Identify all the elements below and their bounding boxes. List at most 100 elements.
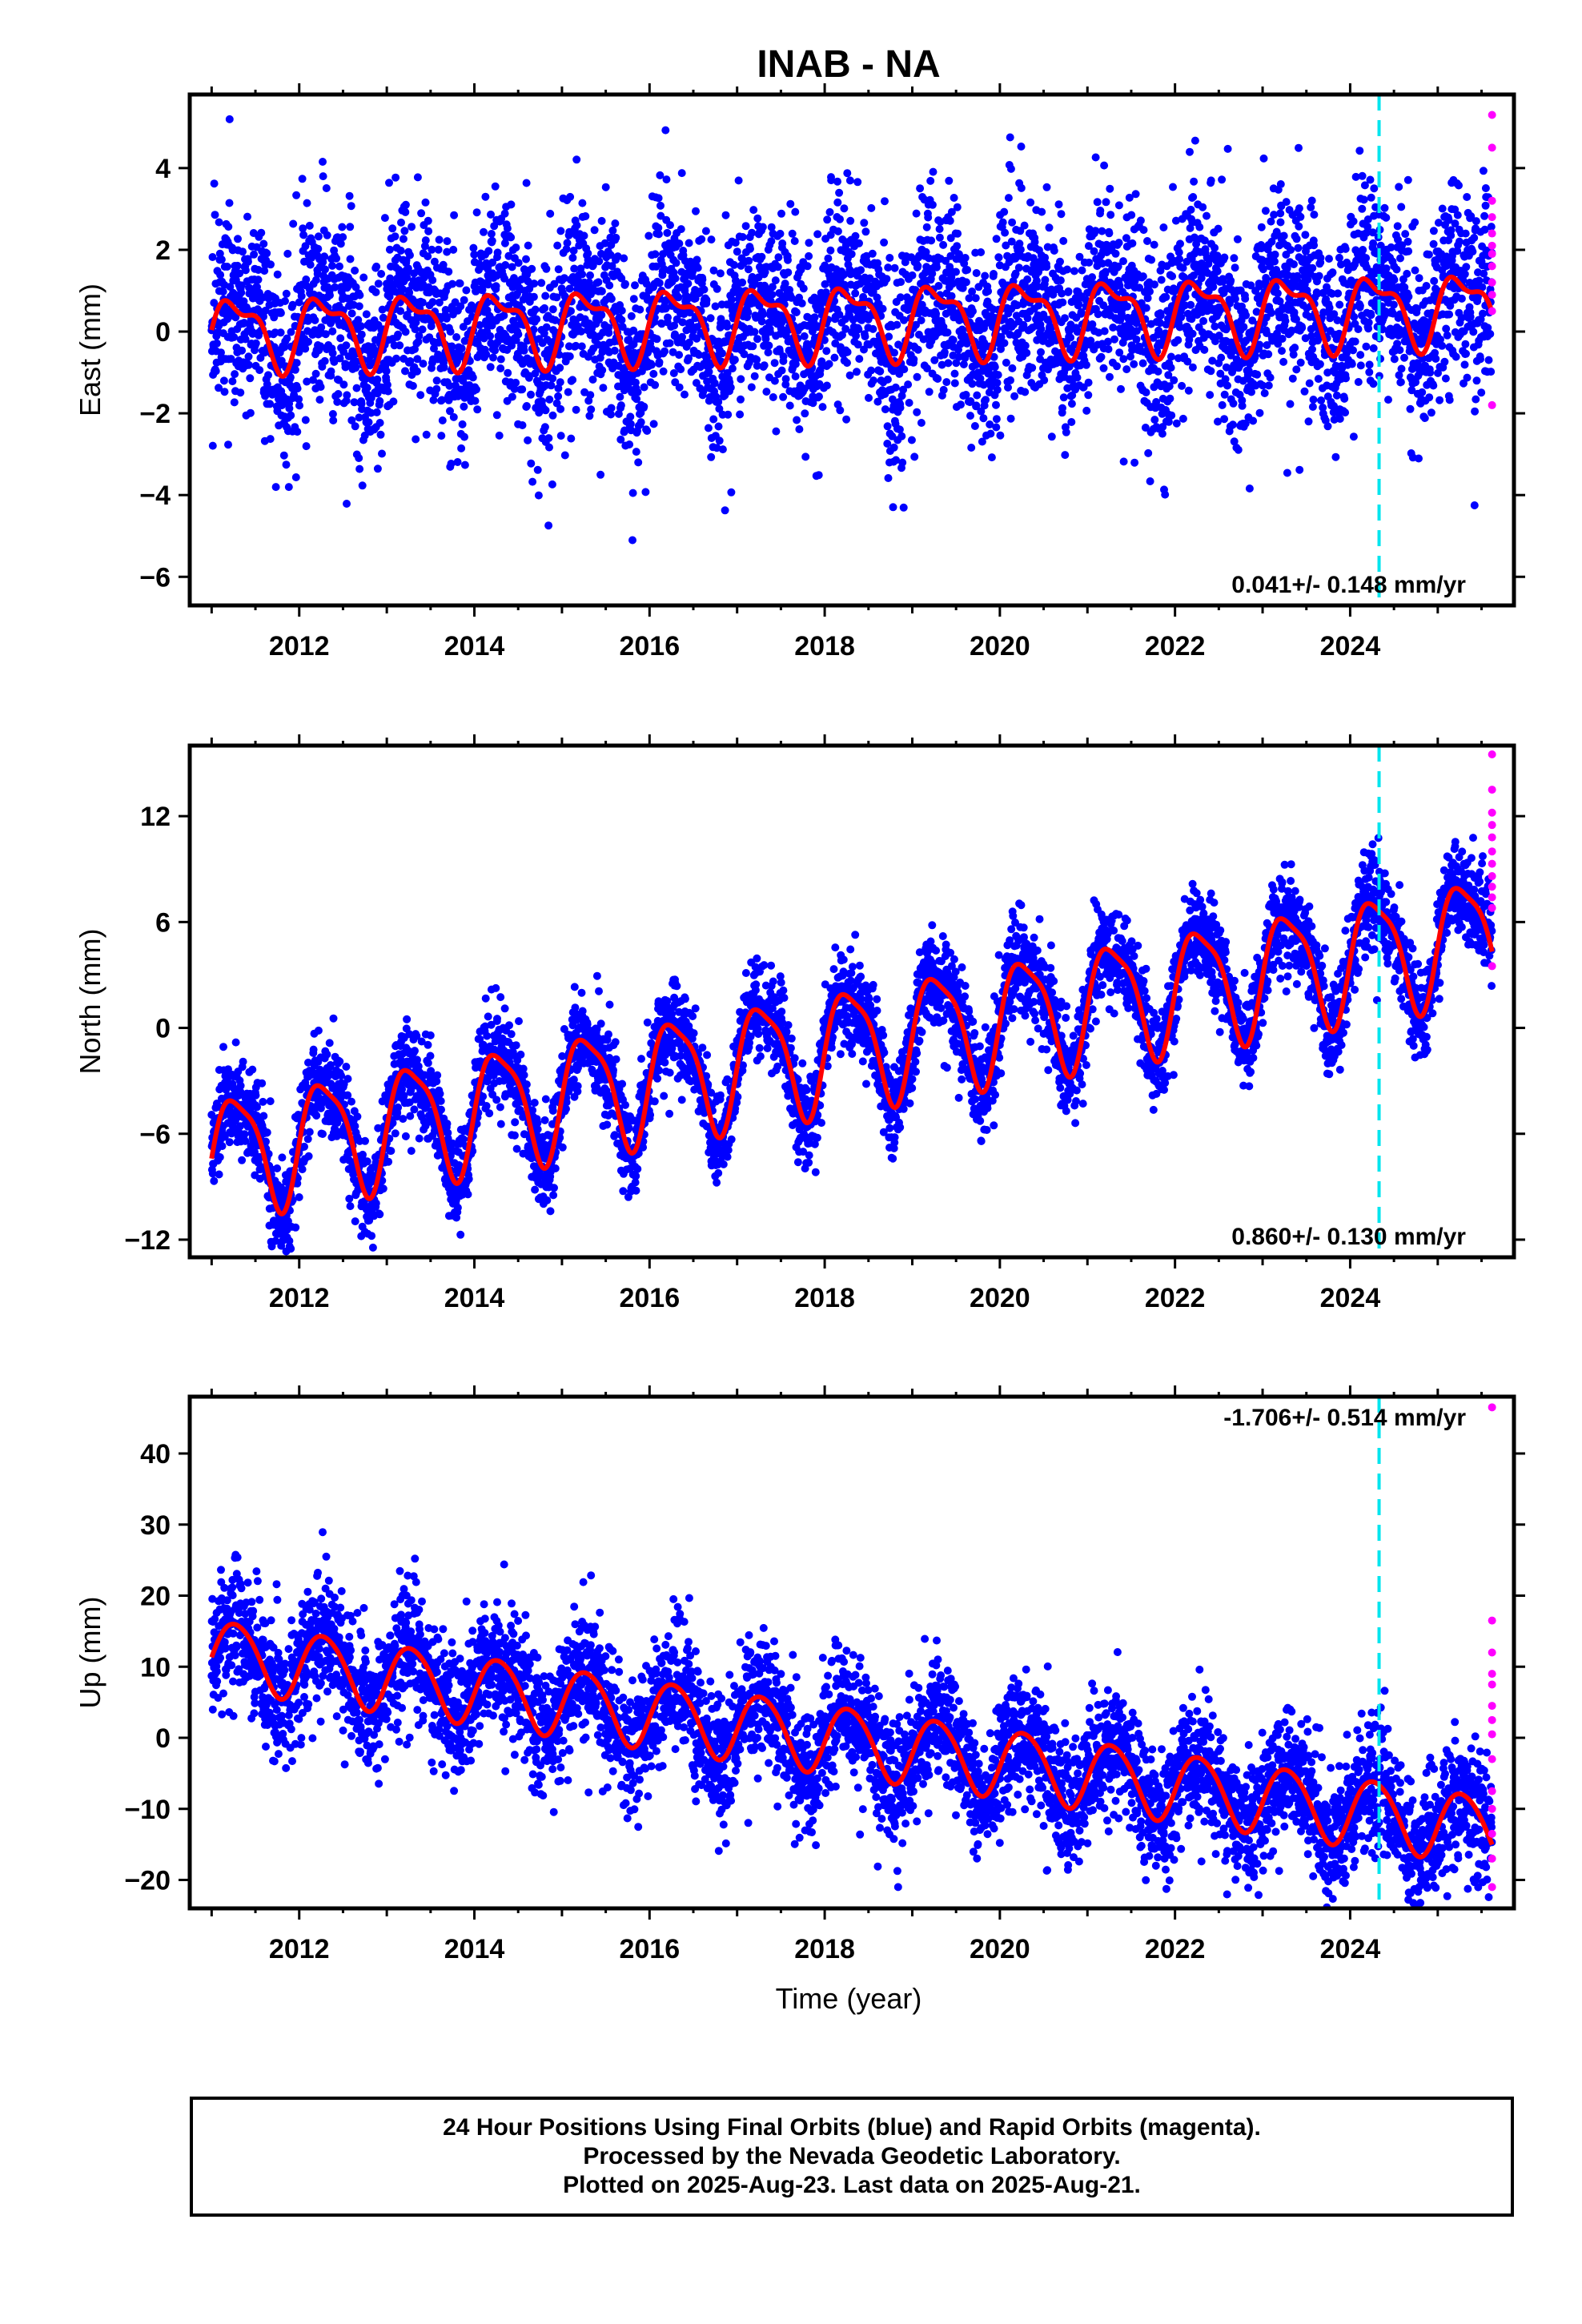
rapid-orbit-point [1488, 213, 1496, 222]
y-tick-label: 12 [140, 802, 171, 832]
rapid-orbit-point [1488, 1730, 1496, 1739]
rapid-orbit-points [1488, 1403, 1496, 1892]
x-tick-label: 2022 [1145, 1283, 1206, 1313]
x-tick-label: 2012 [269, 1283, 330, 1313]
rapid-orbit-point [1488, 1755, 1496, 1763]
y-tick-label: −6 [139, 562, 171, 593]
final-orbit-points [207, 1528, 1496, 1908]
rapid-orbit-point [1488, 1702, 1496, 1711]
rapid-orbit-point [1488, 1883, 1496, 1892]
y-tick-label: 30 [140, 1510, 171, 1541]
rapid-orbit-point [1488, 229, 1496, 238]
rapid-orbit-point [1488, 859, 1496, 868]
rapid-orbit-point [1488, 307, 1496, 316]
rapid-orbit-point [1488, 893, 1496, 902]
y-axis-label: Up (mm) [74, 1597, 106, 1709]
rapid-orbit-point [1488, 1787, 1496, 1795]
y-tick-label: 10 [140, 1652, 171, 1683]
final-orbit-points [207, 115, 1496, 545]
panel-north: 2012 2014 2016 2018 2020 2022 2024 12 6 0 −6 −12 Nor… [74, 734, 1525, 1313]
rapid-orbit-point [1488, 750, 1496, 759]
y-tick-label: 2 [155, 235, 171, 266]
x-axis-label: Time (year) [776, 1982, 922, 2015]
rapid-orbit-point [1488, 1670, 1496, 1679]
x-tick-label: 2016 [619, 631, 680, 661]
x-tick-label: 2012 [269, 631, 330, 661]
x-tick-label: 2012 [269, 1934, 330, 1964]
y-tick-label: 4 [155, 154, 171, 184]
model-fit-line [209, 274, 1495, 380]
rapid-orbit-points [1488, 750, 1496, 971]
rapid-orbit-point [1488, 291, 1496, 300]
y-tick-label: −6 [139, 1120, 171, 1150]
y-tick-label: 0 [155, 1723, 171, 1754]
rapid-orbit-point [1488, 111, 1496, 119]
rapid-orbit-point [1488, 962, 1496, 971]
rapid-orbit-point [1488, 786, 1496, 794]
y-tick-label: −4 [139, 480, 171, 511]
plot-frame [187, 743, 1516, 1260]
y-tick-label: −20 [124, 1866, 171, 1896]
x-tick-label: 2016 [619, 1934, 680, 1964]
rapid-orbit-point [1488, 278, 1496, 287]
x-tick-label: 2024 [1320, 631, 1381, 661]
rapid-orbit-point [1488, 262, 1496, 271]
x-tick-label: 2018 [794, 1934, 855, 1964]
rapid-orbit-point [1488, 400, 1496, 409]
rapid-orbit-point [1488, 1403, 1496, 1412]
x-tick-label: 2016 [619, 1283, 680, 1313]
y-tick-label: 20 [140, 1582, 171, 1612]
final-orbit-scatter [207, 1528, 1496, 1908]
plot-frame [187, 92, 1516, 608]
y-axis-label: East (mm) [74, 283, 106, 416]
panel-east: 2012 2014 2016 2018 2020 2022 2024 4 2 0 −2 −4 −6 Eas… [74, 83, 1525, 661]
rapid-orbit-point [1488, 903, 1496, 912]
model-fit-line [209, 1622, 1495, 1860]
rapid-orbit-point [1488, 883, 1496, 891]
rapid-orbit-point [1488, 250, 1496, 259]
x-tick-label: 2020 [970, 1283, 1030, 1313]
rapid-orbit-point [1488, 1648, 1496, 1657]
x-tick-label: 2018 [794, 631, 855, 661]
y-tick-label: 40 [140, 1439, 171, 1470]
rate-label: -1.706+/- 0.514 mm/yr [1223, 1405, 1466, 1431]
footer-box: 24 Hour Positions Using Final Orbits (bl… [190, 2097, 1514, 2217]
rapid-orbit-point [1488, 241, 1496, 250]
model-fit-line [209, 886, 1495, 1217]
chart-title: INAB - NA [757, 43, 940, 86]
footer-line-2: Processed by the Nevada Geodetic Laborat… [583, 2143, 1121, 2169]
x-tick-label: 2014 [444, 1283, 505, 1313]
panel-up: 2012 2014 2016 2018 2020 2022 2024 40 30 20 10 0 −10… [74, 1385, 1525, 1964]
y-tick-label: 6 [155, 907, 171, 938]
rapid-orbit-point [1488, 833, 1496, 842]
rate-label: 0.860+/- 0.130 mm/yr [1231, 1224, 1466, 1250]
footer-line-3: Plotted on 2025-Aug-23. Last data on 202… [563, 2172, 1141, 2198]
y-tick-label: −10 [124, 1795, 171, 1825]
x-tick-label: 2020 [970, 631, 1030, 661]
rapid-orbit-point [1488, 1680, 1496, 1689]
final-orbit-scatter [207, 115, 1496, 545]
plot-frame [187, 1394, 1516, 1911]
rapid-orbit-points [1488, 111, 1496, 409]
final-orbit-points [207, 834, 1496, 1256]
y-tick-label: 0 [155, 317, 171, 348]
x-tick-label: 2022 [1145, 1934, 1206, 1964]
rapid-orbit-point [1488, 143, 1496, 152]
x-tick-label: 2018 [794, 1283, 855, 1313]
rapid-orbit-point [1488, 847, 1496, 856]
final-orbit-scatter [207, 834, 1496, 1256]
rapid-orbit-point [1488, 821, 1496, 830]
rapid-orbit-point [1488, 1715, 1496, 1724]
x-tick-label: 2020 [970, 1934, 1030, 1964]
y-tick-label: −2 [139, 399, 171, 429]
rapid-orbit-point [1488, 1616, 1496, 1625]
footer-line-1: 24 Hour Positions Using Final Orbits (bl… [443, 2114, 1261, 2141]
rapid-orbit-point [1488, 872, 1496, 881]
x-tick-label: 2024 [1320, 1283, 1381, 1313]
rapid-orbit-point [1488, 808, 1496, 817]
rapid-orbit-point [1488, 1854, 1496, 1863]
y-tick-label: 0 [155, 1014, 171, 1044]
rate-label: 0.041+/- 0.148 mm/yr [1231, 572, 1466, 598]
x-tick-label: 2014 [444, 1934, 505, 1964]
